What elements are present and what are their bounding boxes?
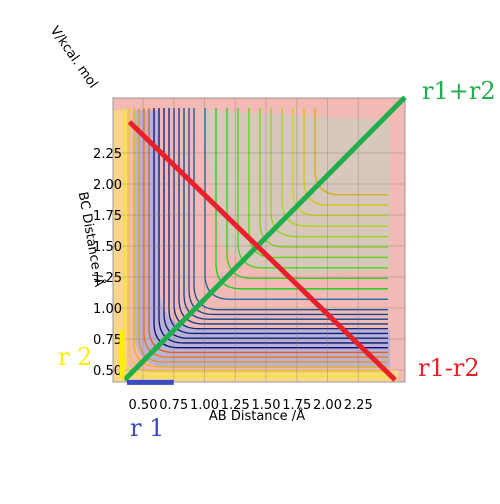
- x-axis-label: AB Distance /Å: [209, 408, 305, 424]
- y-tick-label: 1.75: [93, 209, 122, 224]
- x-tick-label: 2.00: [313, 398, 342, 413]
- x-tick-label: 1.25: [221, 398, 250, 413]
- x-tick-label: 1.00: [190, 398, 219, 413]
- series-label: r 2: [58, 343, 92, 371]
- surface-plateau: [200, 110, 390, 275]
- contour: [303, 108, 388, 206]
- x-tick-label: 1.50: [252, 398, 281, 413]
- box: [112, 97, 406, 383]
- x-tick-label: 1.75: [282, 398, 311, 413]
- contour: [128, 108, 388, 373]
- y-tick-label: 1.50: [93, 240, 122, 255]
- series-line: [127, 120, 397, 382]
- series-label: r1+r2: [422, 77, 496, 105]
- y-tick-label: 1.00: [93, 302, 122, 317]
- y-tick-label: 2.00: [93, 178, 122, 193]
- series-line: [122, 95, 407, 382]
- y-tick-label: 1.25: [93, 271, 122, 286]
- contour: [281, 108, 388, 227]
- series-label: r 1: [130, 414, 164, 442]
- y-tick-label: 0.50: [93, 364, 122, 379]
- x-tick-label: 0.75: [159, 398, 188, 413]
- z-axis-label: V/kcal. mol: [47, 24, 101, 92]
- contour: [314, 108, 388, 196]
- contour: [270, 108, 388, 238]
- contour: [133, 108, 388, 368]
- y-tick-label: 0.75: [93, 333, 122, 348]
- contour: [292, 108, 388, 217]
- contour: [259, 108, 388, 248]
- x-tick-label: 0.50: [129, 398, 158, 413]
- y-tick-label: 2.25: [93, 147, 122, 162]
- x-tick-label: 2.25: [344, 398, 373, 413]
- series-label: r1-r2: [418, 354, 480, 382]
